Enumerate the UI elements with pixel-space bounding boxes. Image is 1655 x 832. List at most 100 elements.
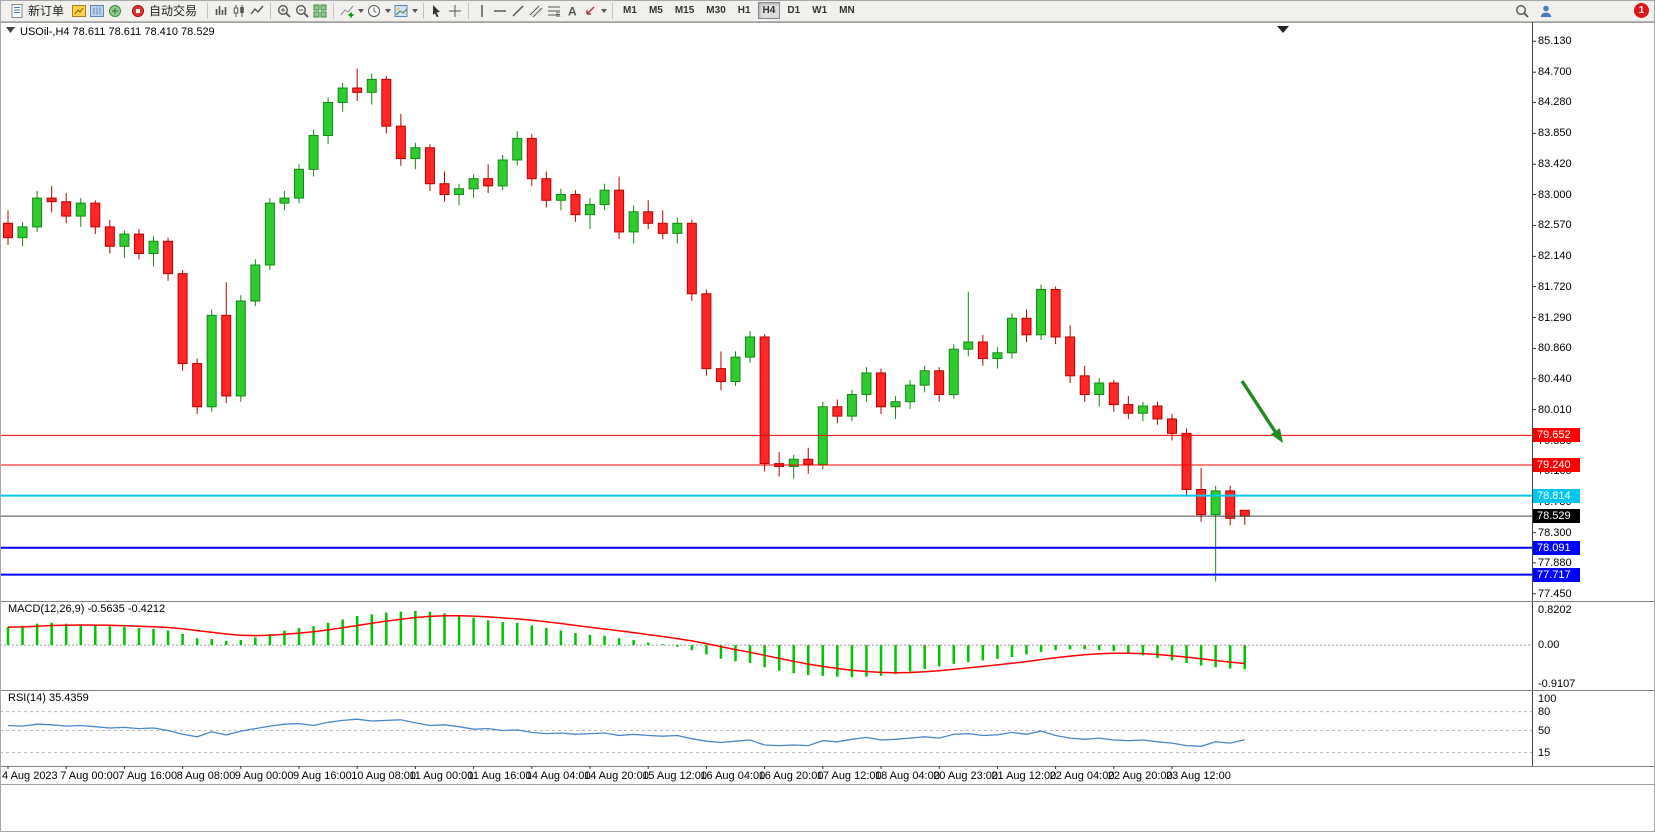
timeframe-w1-button[interactable]: W1: [807, 2, 832, 19]
timeframe-m5-button[interactable]: M5: [644, 2, 668, 19]
candle-body: [1050, 288, 1061, 338]
candle-body: [454, 188, 465, 196]
bar-chart-icon[interactable]: [213, 3, 229, 19]
candle-body: [1079, 375, 1090, 396]
candle-body: [352, 87, 363, 93]
timeframe-m1-button[interactable]: M1: [618, 2, 642, 19]
zoom-in-icon[interactable]: [276, 3, 292, 19]
channel-tool-icon[interactable]: [528, 3, 544, 19]
candle-body: [395, 125, 406, 160]
chart-border: [0, 22, 1655, 785]
chart-window-icon[interactable]: [71, 3, 87, 19]
candle-body: [977, 341, 988, 360]
candle-body: [512, 137, 523, 161]
chart-shift-marker-icon[interactable]: [1277, 26, 1289, 33]
candlestick-chart-icon[interactable]: [231, 3, 247, 19]
candle-body: [410, 147, 421, 160]
zoom-out-icon[interactable]: [294, 3, 310, 19]
candle-body: [701, 293, 712, 370]
timeframe-m30-button[interactable]: M30: [701, 2, 730, 19]
candle-body: [628, 211, 639, 233]
candle-body: [643, 211, 654, 224]
candle-body: [1108, 382, 1119, 406]
candle-body: [264, 202, 275, 266]
candle-body: [192, 363, 203, 408]
candle-body: [1167, 418, 1177, 434]
auto-trading-button[interactable]: 自动交易: [125, 1, 202, 21]
svg-text:A: A: [568, 4, 577, 18]
cursor-icon[interactable]: [429, 3, 445, 19]
auto-trading-icon: [130, 3, 146, 19]
candle-body: [1006, 317, 1017, 354]
candle-body: [46, 197, 57, 203]
candle-body: [250, 264, 261, 302]
candle-body: [61, 201, 72, 217]
period-clock-icon[interactable]: [366, 3, 382, 19]
add-indicator-icon[interactable]: [339, 3, 355, 19]
line-chart-icon[interactable]: [249, 3, 265, 19]
candle-body: [614, 189, 625, 233]
candle-body: [133, 233, 144, 255]
candle-body: [526, 137, 537, 180]
candle-body: [934, 370, 945, 396]
toolbar-separator: [423, 2, 425, 19]
text-tool-icon[interactable]: A: [564, 3, 580, 19]
add-indicator-caret-icon[interactable]: [358, 8, 365, 13]
timeframe-h1-button[interactable]: H1: [733, 2, 756, 19]
arrows-tool-icon[interactable]: [582, 3, 598, 19]
candle-body: [570, 194, 581, 216]
candle-body: [948, 348, 959, 396]
candle-body: [788, 458, 799, 467]
candle-body: [555, 194, 566, 201]
candle-body: [1152, 405, 1163, 420]
annotation-arrow-head[interactable]: [1270, 428, 1283, 443]
scripts-icon[interactable]: [107, 3, 123, 19]
tile-windows-icon[interactable]: [312, 3, 328, 19]
timeframe-d1-button[interactable]: D1: [782, 2, 805, 19]
candle-body: [832, 406, 843, 417]
candle-body: [730, 356, 741, 383]
candle-body: [1065, 336, 1076, 377]
new-order-icon: [9, 3, 25, 19]
period-caret-icon[interactable]: [385, 8, 392, 13]
horizontal-line-tool-icon[interactable]: [492, 3, 508, 19]
candle-body: [1239, 509, 1250, 517]
candle-body: [32, 197, 43, 228]
candle-body: [919, 370, 930, 386]
annotation-arrow-line[interactable]: [1240, 380, 1278, 434]
candle-body: [294, 168, 304, 199]
candle-body: [1196, 488, 1207, 516]
candle-body: [890, 401, 901, 408]
user-icon[interactable]: [1538, 3, 1554, 19]
fibonacci-tool-icon[interactable]: E: [546, 3, 562, 19]
toolbar-separator: [270, 2, 272, 19]
trendline-tool-icon[interactable]: [510, 3, 526, 19]
candle-body: [75, 202, 86, 217]
svg-text:E: E: [556, 12, 561, 19]
crosshair-icon[interactable]: [447, 3, 463, 19]
templates-icon[interactable]: [393, 3, 409, 19]
templates-caret-icon[interactable]: [412, 8, 419, 13]
timeframe-mn-button[interactable]: MN: [834, 2, 860, 19]
candle-body: [148, 240, 159, 255]
candle-body: [745, 336, 756, 358]
candle-body: [715, 368, 726, 383]
new-order-button[interactable]: 新订单: [4, 1, 69, 21]
rsi-line: [7, 718, 1245, 747]
candle-body: [861, 372, 872, 396]
candle-body: [1094, 382, 1105, 396]
timeframe-m15-button[interactable]: M15: [670, 2, 699, 19]
one-click-trading-toggle-icon[interactable]: [6, 27, 15, 33]
notification-badge[interactable]: 1: [1634, 3, 1649, 18]
candle-body: [846, 394, 857, 417]
candle-body: [366, 78, 377, 93]
arrows-caret-icon[interactable]: [601, 8, 608, 13]
candle-body: [104, 226, 115, 247]
profiles-icon[interactable]: [89, 3, 105, 19]
candle-body: [657, 222, 668, 234]
toolbar-separator: [612, 2, 614, 19]
timeframe-h4-button[interactable]: H4: [757, 2, 781, 19]
search-icon[interactable]: [1514, 3, 1530, 19]
vertical-line-tool-icon[interactable]: [474, 3, 490, 19]
